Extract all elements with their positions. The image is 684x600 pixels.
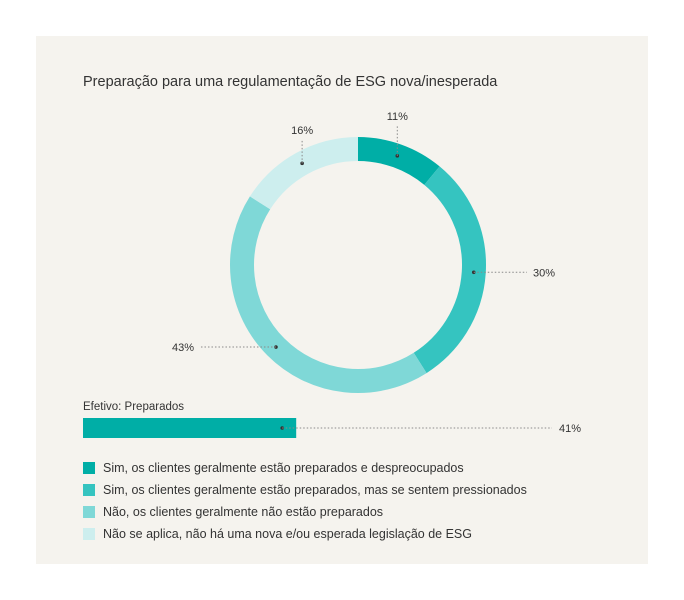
chart-title: Preparação para uma regulamentação de ES… [83, 74, 498, 90]
legend-item: Não se aplica, não há uma nova e/ou espe… [83, 523, 527, 545]
legend-item: Sim, os clientes geralmente estão prepar… [83, 457, 527, 479]
legend-item: Não, os clientes geralmente não estão pr… [83, 501, 527, 523]
slice-value-label: 43% [172, 342, 194, 354]
legend-swatch [83, 484, 95, 496]
donut-slice [357, 137, 440, 186]
donut-slice [249, 137, 359, 210]
summary-bar-value-label: 41% [559, 423, 581, 435]
donut-slice [230, 196, 427, 393]
slice-value-label: 16% [291, 125, 313, 137]
donut-slice [413, 166, 486, 374]
legend-swatch [83, 506, 95, 518]
summary-bar-label: Efetivo: Preparados [83, 401, 184, 413]
legend-item: Sim, os clientes geralmente estão prepar… [83, 479, 527, 501]
chart-panel: Preparação para uma regulamentação de ES… [36, 36, 648, 564]
legend-label: Sim, os clientes geralmente estão prepar… [103, 461, 464, 475]
legend-label: Não se aplica, não há uma nova e/ou espe… [103, 527, 472, 541]
slice-value-label: 11% [387, 111, 408, 123]
legend-label: Sim, os clientes geralmente estão prepar… [103, 483, 527, 497]
legend: Sim, os clientes geralmente estão prepar… [83, 457, 527, 545]
summary-bar [83, 418, 297, 438]
legend-swatch [83, 462, 95, 474]
donut-chart: 11% 30% 43% 16% Efetivo: Preparados 41% [83, 111, 581, 438]
slice-value-label: 30% [533, 267, 555, 279]
legend-swatch [83, 528, 95, 540]
legend-label: Não, os clientes geralmente não estão pr… [103, 505, 384, 519]
